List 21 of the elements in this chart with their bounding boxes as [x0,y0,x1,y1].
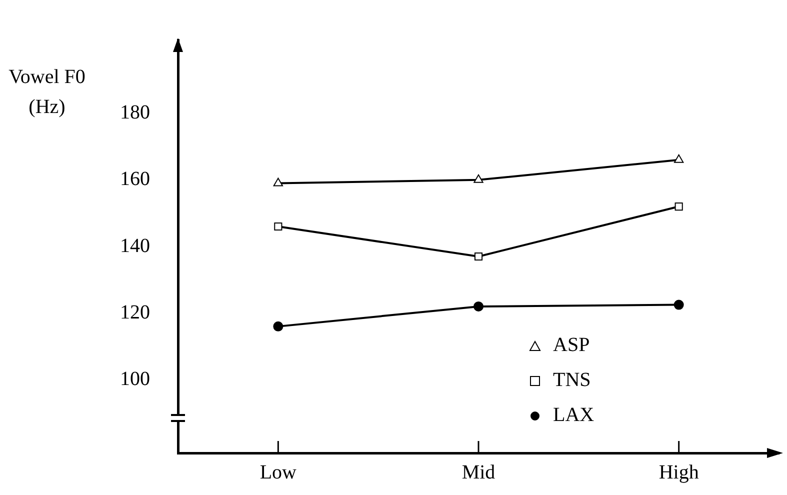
y-tick-label: 180 [120,102,150,124]
y-tick-label: 160 [120,168,150,190]
point [674,300,684,310]
legend-label: LAX [553,404,594,427]
point [273,178,283,186]
legend-label: TNS [553,369,591,392]
y-tick-label: 100 [120,368,150,390]
legend-label: ASP [553,334,590,357]
point [474,252,483,261]
point [273,321,284,332]
x-tick-label: Low [260,461,298,484]
point [674,202,683,211]
point [674,154,684,163]
x-tick-label: Mid [462,461,496,484]
y-tick-label: 140 [120,234,150,257]
point [474,301,484,312]
y-axis-title: Vowel F0 (Hz) [8,65,86,120]
point [274,222,282,231]
point [474,174,484,183]
y-tick-label: 120 [120,301,150,324]
x-tick-label: High [658,461,699,484]
